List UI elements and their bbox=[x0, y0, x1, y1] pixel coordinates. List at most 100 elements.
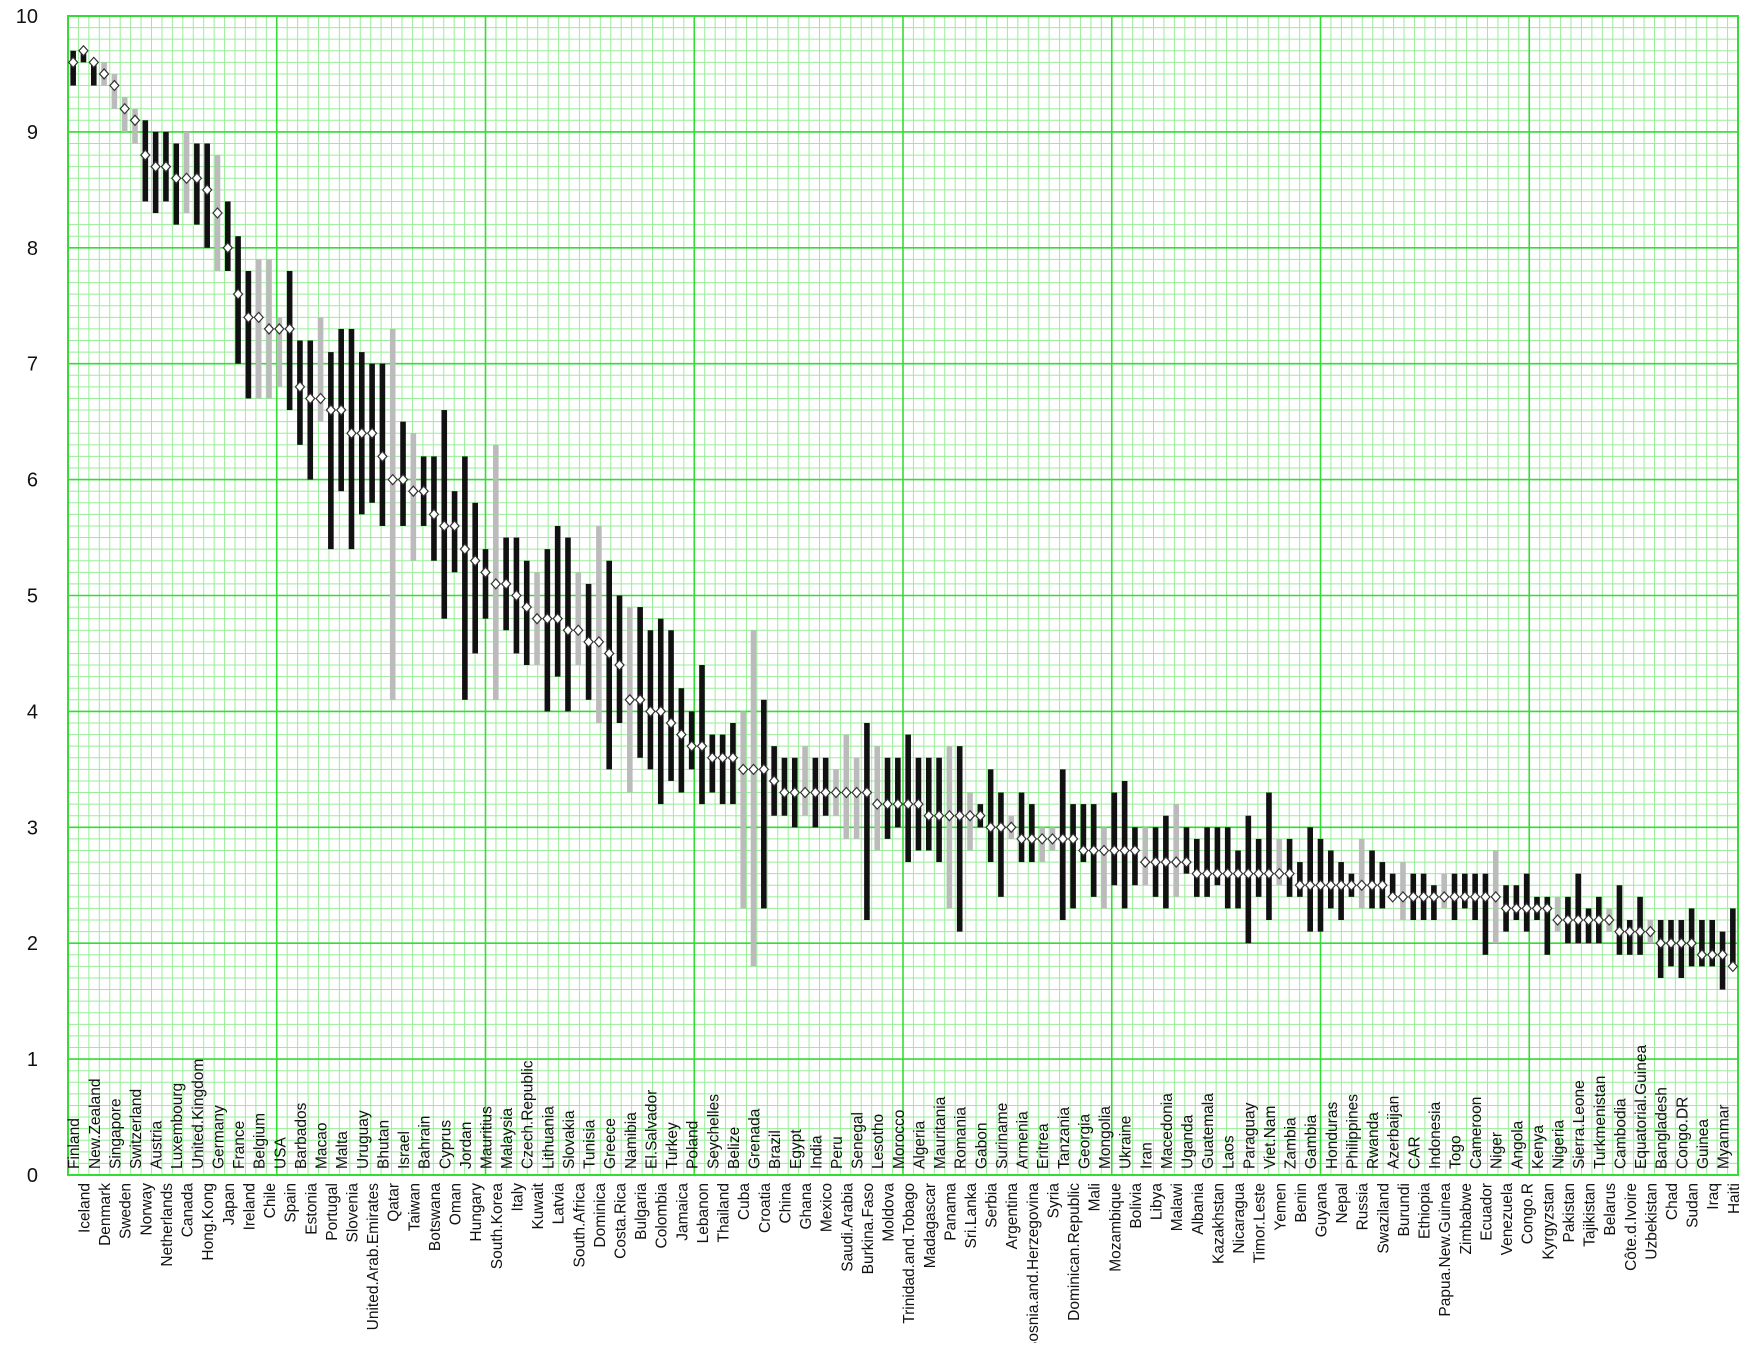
country-label: Switzerland bbox=[128, 1089, 145, 1169]
country-label: Honduras bbox=[1324, 1102, 1341, 1169]
country-label: Uruguay bbox=[355, 1110, 372, 1169]
outer-country-labels: Iceland Denmark Sweden Norway Netherlands Can… bbox=[76, 1182, 1742, 1348]
country-label: Sierra.Leone bbox=[1571, 1080, 1588, 1169]
country-label: Barbados bbox=[293, 1102, 310, 1169]
country-label: China bbox=[777, 1183, 794, 1224]
country-label: Bosnia.and.Herzegovina bbox=[1025, 1183, 1042, 1343]
score-marker bbox=[459, 543, 471, 556]
score-marker bbox=[902, 798, 914, 811]
country-label: Timor.Leste bbox=[1252, 1183, 1269, 1263]
score-marker bbox=[542, 612, 553, 625]
y-tick-label: 6 bbox=[27, 470, 38, 492]
score-marker bbox=[181, 172, 192, 185]
score-marker bbox=[1459, 890, 1471, 903]
score-marker bbox=[449, 520, 460, 532]
country-label: Viet.Nam bbox=[1262, 1106, 1279, 1169]
error-bar bbox=[224, 201, 231, 271]
country-label: Philippines bbox=[1344, 1094, 1361, 1169]
score-marker bbox=[810, 786, 821, 799]
country-label: Iran bbox=[1138, 1142, 1155, 1169]
score-marker bbox=[717, 751, 728, 764]
score-marker bbox=[469, 554, 481, 567]
score-marker bbox=[1284, 867, 1295, 880]
error-bar bbox=[864, 722, 870, 921]
error-bar bbox=[606, 560, 613, 770]
country-label: Kazakhstan bbox=[1210, 1183, 1227, 1264]
error-bar bbox=[1709, 920, 1716, 967]
error-bar bbox=[554, 525, 561, 677]
country-label: Luxembourg bbox=[169, 1083, 186, 1169]
country-label: Spain bbox=[283, 1183, 300, 1223]
country-label: Gabon bbox=[973, 1122, 990, 1169]
country-label: Malawi bbox=[1169, 1183, 1186, 1231]
score-marker bbox=[408, 485, 419, 498]
error-bar bbox=[493, 444, 499, 700]
score-marker bbox=[1078, 844, 1089, 857]
error-bar bbox=[1730, 908, 1736, 967]
score-marker bbox=[119, 102, 131, 115]
score-marker bbox=[779, 786, 790, 799]
score-marker bbox=[851, 786, 862, 799]
error-bar bbox=[1389, 873, 1396, 897]
country-label: Norway bbox=[138, 1183, 155, 1236]
error-bar bbox=[719, 734, 726, 805]
country-label: Romania bbox=[953, 1107, 970, 1169]
country-label: Haiti bbox=[1726, 1183, 1742, 1214]
country-label: Zambia bbox=[1283, 1117, 1300, 1169]
error-bar bbox=[699, 665, 705, 805]
error-bar bbox=[255, 259, 262, 399]
error-bar bbox=[1616, 885, 1623, 955]
country-label: Croatia bbox=[757, 1183, 774, 1233]
score-marker bbox=[325, 404, 337, 416]
country-label: Brazil bbox=[767, 1130, 784, 1169]
country-label: Ecuador bbox=[1478, 1183, 1495, 1241]
score-marker bbox=[1645, 925, 1656, 938]
error-bar bbox=[596, 525, 602, 723]
error-bar bbox=[998, 792, 1004, 897]
error-bar bbox=[1699, 920, 1705, 967]
country-label: Belarus bbox=[1602, 1183, 1619, 1236]
score-marker bbox=[335, 404, 347, 416]
score-marker bbox=[1212, 867, 1223, 880]
country-label: Latvia bbox=[551, 1183, 568, 1225]
country-label: Israel bbox=[396, 1131, 413, 1169]
score-marker bbox=[1150, 856, 1161, 868]
score-marker bbox=[1119, 844, 1130, 857]
score-marker bbox=[1016, 832, 1027, 845]
score-marker bbox=[1665, 937, 1677, 950]
error-bar bbox=[462, 456, 468, 700]
score-marker bbox=[366, 427, 378, 440]
country-label: Macedonia bbox=[1159, 1093, 1176, 1169]
country-label: Bangladesh bbox=[1654, 1087, 1671, 1169]
score-marker bbox=[552, 612, 563, 625]
score-marker bbox=[346, 427, 357, 440]
error-bar bbox=[286, 270, 293, 411]
score-marker bbox=[995, 821, 1007, 834]
country-label: South.Korea bbox=[489, 1183, 506, 1270]
country-label: Portugal bbox=[324, 1183, 341, 1241]
score-marker bbox=[263, 323, 275, 335]
score-marker bbox=[1139, 856, 1151, 868]
error-bar bbox=[668, 630, 674, 781]
error-bar bbox=[90, 62, 97, 86]
score-marker bbox=[985, 821, 996, 834]
country-label: Peru bbox=[829, 1136, 846, 1169]
score-marker bbox=[274, 323, 285, 335]
score-marker bbox=[1253, 867, 1264, 880]
country-label: Tajikistan bbox=[1582, 1183, 1599, 1247]
country-label: Qatar bbox=[386, 1183, 403, 1222]
error-bar bbox=[740, 711, 747, 909]
country-label: South.Africa bbox=[571, 1183, 588, 1268]
country-label: Laos bbox=[1221, 1135, 1238, 1169]
country-label: Bulgaria bbox=[633, 1183, 650, 1240]
score-marker bbox=[1583, 914, 1594, 926]
score-marker bbox=[840, 786, 852, 799]
score-marker bbox=[222, 241, 234, 254]
score-marker bbox=[923, 809, 935, 822]
score-marker bbox=[170, 172, 182, 185]
country-label: Malta bbox=[334, 1131, 351, 1169]
country-label: Egypt bbox=[788, 1129, 805, 1169]
country-label: Dominica bbox=[592, 1183, 609, 1248]
country-label: Burkina.Faso bbox=[860, 1183, 877, 1274]
